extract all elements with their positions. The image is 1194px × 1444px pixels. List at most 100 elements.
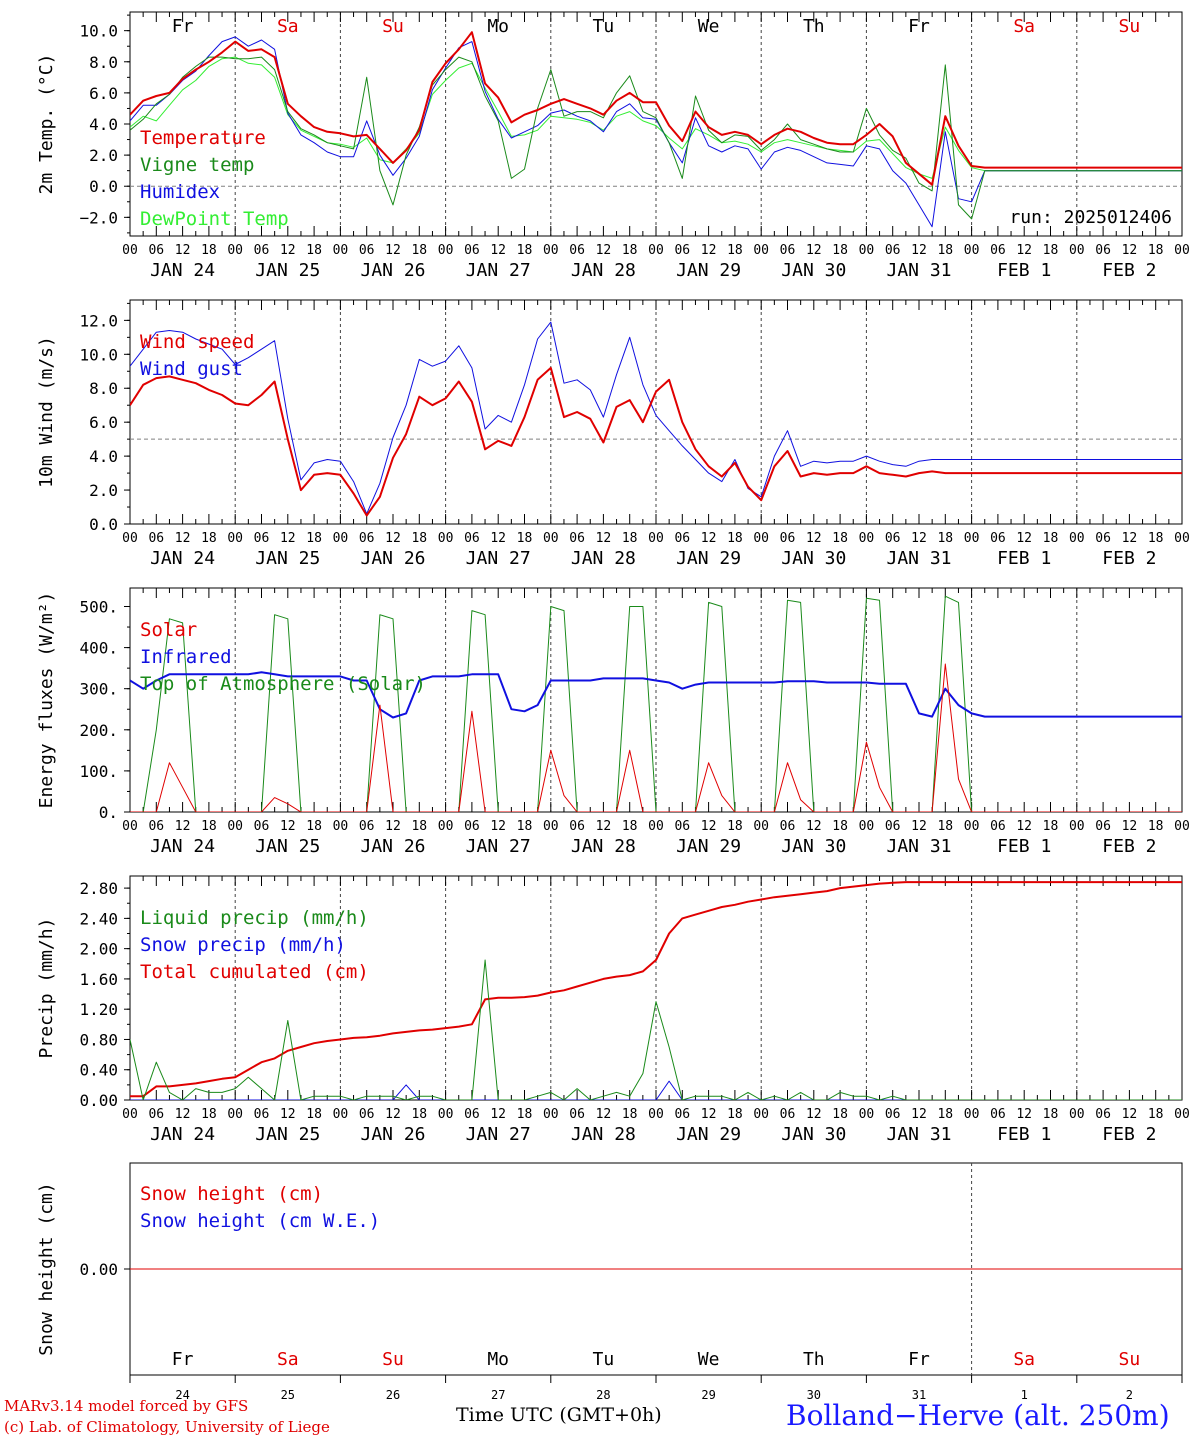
weekday-label: Sa (277, 16, 299, 37)
hour-label: 18 (832, 531, 848, 546)
panel-energy: 500. 400. 300. 200. 100. 0. Energy fluxes (W/m… (36, 587, 1190, 857)
series-group (130, 31, 1182, 228)
hour-label: 18 (832, 243, 848, 258)
hour-label: 00 (859, 243, 875, 258)
hour-label: 00 (122, 531, 138, 546)
hour-label: 00 (1069, 1107, 1085, 1122)
hour-label: 12 (596, 819, 612, 834)
hour-label: 18 (622, 819, 638, 834)
series-line-wind-gust (130, 321, 1182, 515)
hour-label: 18 (1043, 1107, 1059, 1122)
weekday-label: Mo (487, 16, 509, 37)
hour-label: 00 (859, 819, 875, 834)
y-tick-label: 4.0 (89, 447, 118, 466)
date-label: JAN 31 (886, 548, 951, 569)
day-number-label: 2 (1126, 1388, 1133, 1402)
hour-label: 18 (411, 1107, 427, 1122)
hour-label: 00 (333, 1107, 349, 1122)
weekday-label: Sa (1013, 1349, 1035, 1370)
hour-label: 12 (911, 531, 927, 546)
date-label: JAN 27 (466, 1124, 531, 1145)
legend-entry: Humidex (140, 181, 220, 203)
hour-label: 06 (674, 1107, 690, 1122)
hour-label: 12 (701, 243, 717, 258)
hour-label: 06 (359, 819, 375, 834)
hour-label: 06 (148, 1107, 164, 1122)
hour-label: 00 (648, 531, 664, 546)
y-tick-label: 100. (79, 762, 118, 781)
hour-label: 12 (596, 531, 612, 546)
weekday-label: We (698, 16, 720, 37)
day-number-label: 29 (701, 1388, 715, 1402)
y-tick-label: 0.80 (79, 1030, 118, 1049)
hour-label: 00 (1174, 531, 1190, 546)
date-label: JAN 25 (255, 548, 320, 569)
hour-label: 06 (990, 1107, 1006, 1122)
weekday-label: Fr (172, 16, 194, 37)
hour-label: 18 (201, 1107, 217, 1122)
hour-label: 06 (885, 243, 901, 258)
date-label: JAN 30 (781, 1124, 846, 1145)
hour-label: 12 (175, 1107, 191, 1122)
y-tick-label: 8.0 (89, 53, 118, 72)
hour-label: 00 (438, 531, 454, 546)
date-label: FEB 1 (997, 836, 1051, 857)
hour-label: 06 (464, 819, 480, 834)
hour-label: 18 (1148, 243, 1164, 258)
hour-label: 12 (806, 531, 822, 546)
weekday-label: Su (382, 16, 404, 37)
y-tick-label: 2.00 (79, 940, 118, 959)
hour-label: 12 (911, 243, 927, 258)
y-axis-label: Snow height (cm) (36, 1182, 57, 1355)
series-line-liquid-precip-mm-h- (130, 959, 1182, 1100)
y-tick-label: 300. (79, 680, 118, 699)
y-tick-label: 0. (99, 803, 118, 822)
date-label: JAN 25 (255, 1124, 320, 1145)
hour-label: 06 (1095, 243, 1111, 258)
y-axis-label: Precip (mm/h) (36, 918, 57, 1059)
y-tick-label: 0.0 (89, 515, 118, 534)
hour-label: 06 (1095, 531, 1111, 546)
day-number-label: 27 (491, 1388, 505, 1402)
hour-label: 00 (122, 1107, 138, 1122)
hour-label: 06 (885, 819, 901, 834)
station-title: Bolland−Herve (alt. 250m) (786, 1399, 1170, 1432)
hour-label: 06 (148, 819, 164, 834)
series-line-infrared (130, 671, 1182, 719)
weekday-label: Su (382, 1349, 404, 1370)
hour-label: 06 (569, 1107, 585, 1122)
y-tick-label: 0.0 (89, 177, 118, 196)
date-label: JAN 26 (360, 836, 425, 857)
panel-wind: 12.0 10.0 8.0 6.0 4.0 2.0 0.0 10m Wind (m/s) 00 0… (36, 299, 1190, 569)
date-label: JAN 27 (466, 260, 531, 281)
hour-label: 12 (806, 819, 822, 834)
date-label: FEB 2 (1102, 260, 1156, 281)
date-label: JAN 26 (360, 260, 425, 281)
hour-label: 18 (306, 819, 322, 834)
y-tick-label: 2.0 (89, 146, 118, 165)
y-tick-label: 0.40 (79, 1061, 118, 1080)
hour-label: 18 (832, 819, 848, 834)
hour-label: 06 (254, 1107, 270, 1122)
hour-label: 18 (517, 531, 533, 546)
hour-label: 00 (333, 531, 349, 546)
series-group (130, 595, 1182, 812)
hour-label: 00 (1174, 819, 1190, 834)
hour-label: 12 (280, 243, 296, 258)
hour-label: 18 (1148, 1107, 1164, 1122)
date-label: JAN 25 (255, 260, 320, 281)
plot-frame (129, 11, 1183, 237)
hour-label: 00 (227, 243, 243, 258)
hour-label: 18 (622, 243, 638, 258)
hour-label: 00 (964, 1107, 980, 1122)
hour-label: 18 (727, 243, 743, 258)
hour-label: 18 (937, 243, 953, 258)
y-tick-label: 10.0 (79, 22, 118, 41)
legend-entry: Solar (140, 619, 197, 641)
hour-label: 00 (333, 243, 349, 258)
hour-label: 12 (385, 819, 401, 834)
legend-entry: Wind gust (140, 358, 243, 380)
weekday-label: We (698, 1349, 720, 1370)
